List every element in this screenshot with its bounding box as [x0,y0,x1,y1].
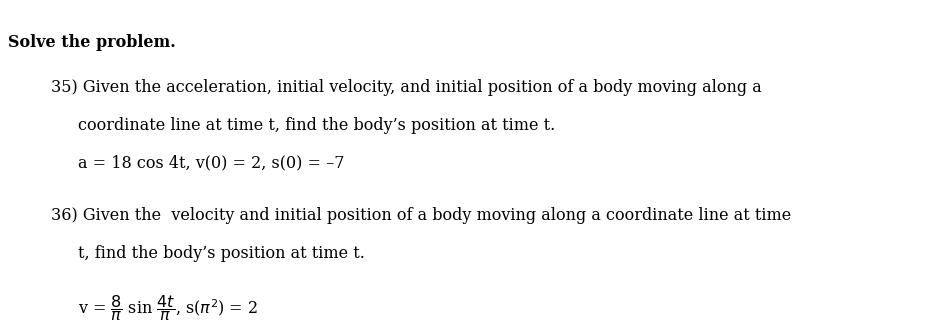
Text: v = $\dfrac{8}{\pi}$ sin $\dfrac{4t}{\pi}$, s($\pi^2$) = 2: v = $\dfrac{8}{\pi}$ sin $\dfrac{4t}{\pi… [78,293,258,323]
Text: 35) Given the acceleration, initial velocity, and initial position of a body mov: 35) Given the acceleration, initial velo… [51,79,762,96]
Text: coordinate line at time t, find the body’s position at time t.: coordinate line at time t, find the body… [78,117,555,133]
Text: a = 18 cos 4t, v(0) = 2, s(0) = –7: a = 18 cos 4t, v(0) = 2, s(0) = –7 [78,154,344,171]
Text: t, find the body’s position at time t.: t, find the body’s position at time t. [78,245,365,261]
Text: 36) Given the  velocity and initial position of a body moving along a coordinate: 36) Given the velocity and initial posit… [51,207,792,224]
Text: Solve the problem.: Solve the problem. [8,34,175,51]
